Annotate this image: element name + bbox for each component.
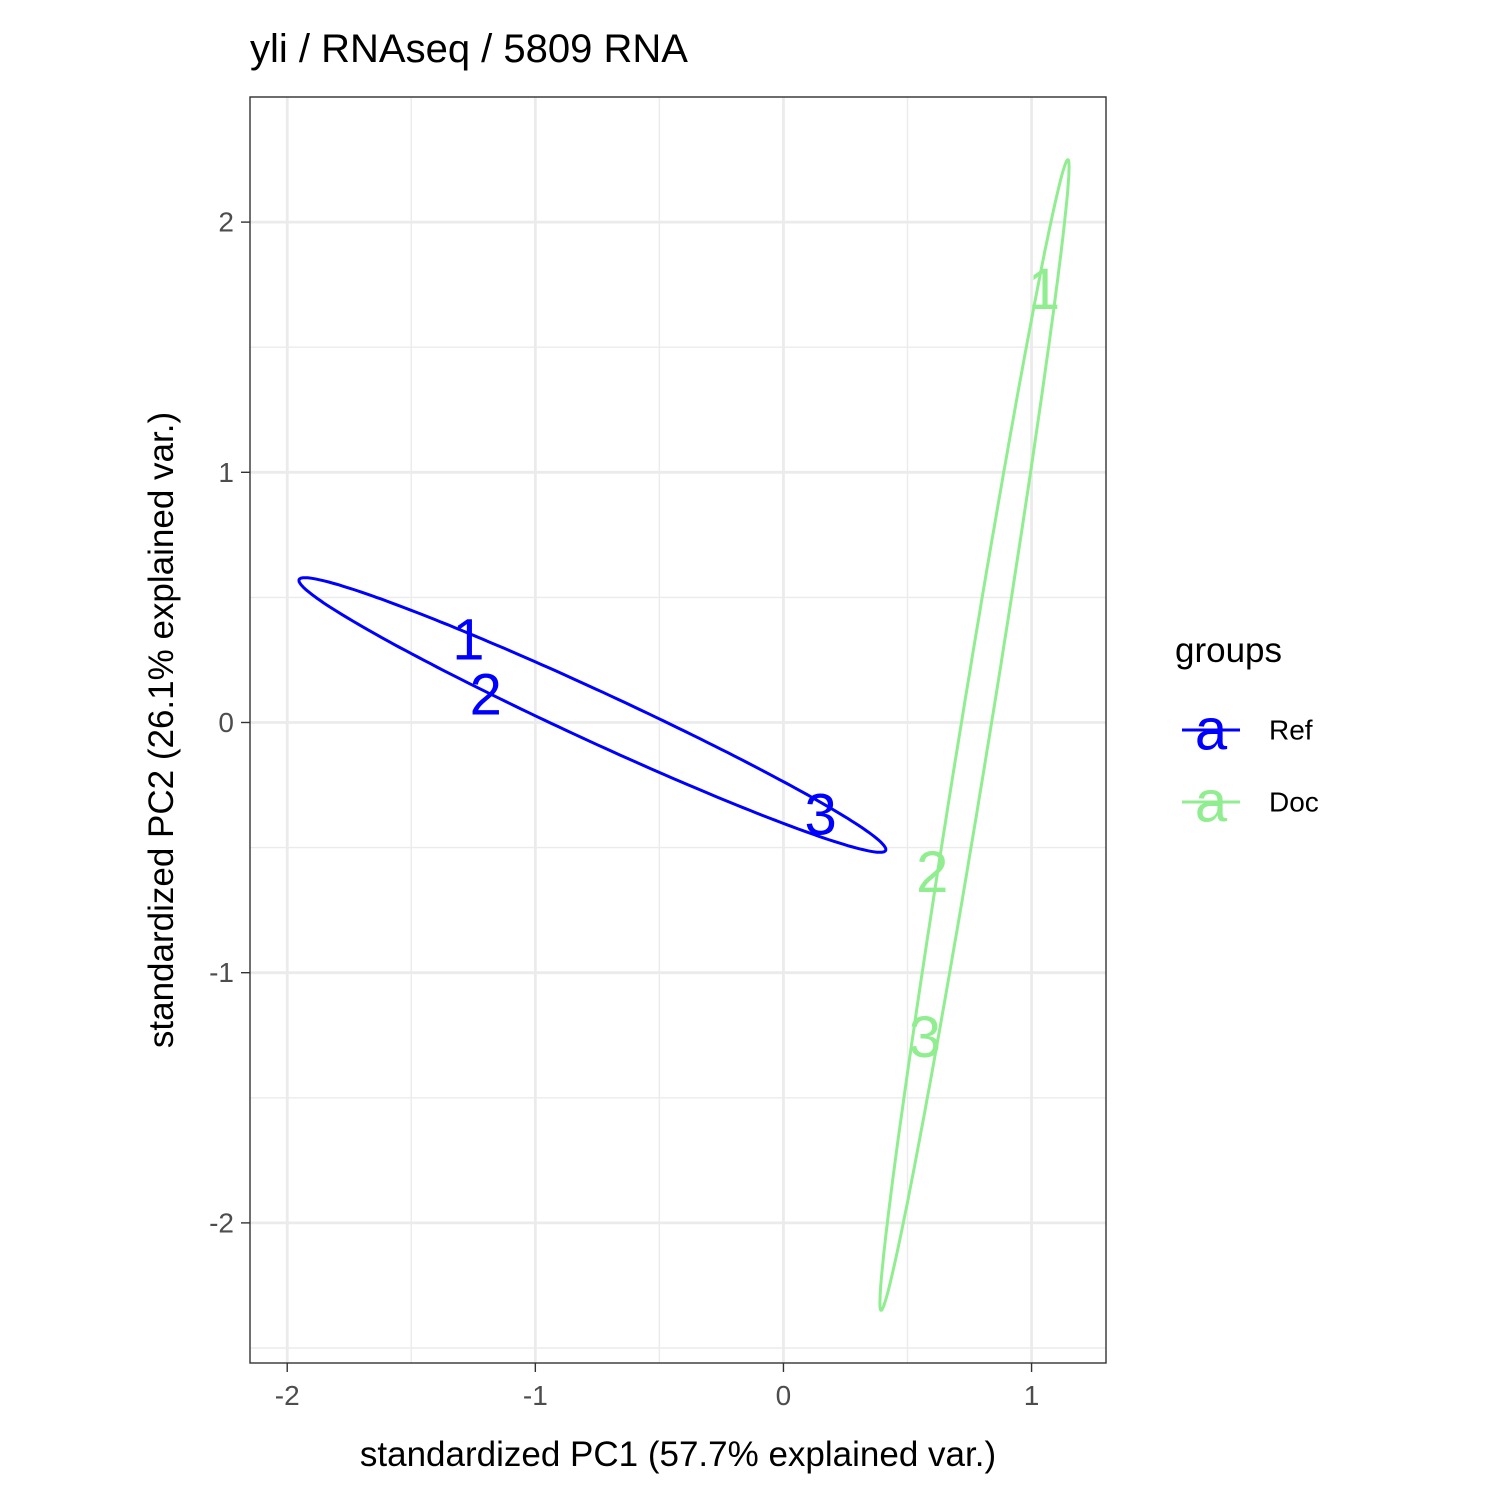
ellipse-layer bbox=[297, 158, 1071, 1312]
legend-key-doc: a Doc bbox=[1182, 770, 1319, 835]
point-label-doc-1: 1 bbox=[1028, 257, 1060, 322]
y-tick-label: 1 bbox=[218, 457, 234, 488]
y-tick-label: 0 bbox=[218, 707, 234, 738]
ellipse-ref bbox=[297, 576, 888, 854]
point-label-ref-1: 1 bbox=[452, 607, 484, 672]
legend-key-ref: a Ref bbox=[1182, 698, 1313, 763]
y-axis-title: standardized PC2 (26.1% explained var.) bbox=[142, 412, 181, 1048]
legend-label-ref: Ref bbox=[1269, 715, 1313, 746]
legend-glyph: a bbox=[1195, 698, 1228, 763]
ellipse-doc bbox=[878, 158, 1071, 1312]
x-tick-label: -1 bbox=[523, 1380, 548, 1411]
y-tick-label: 2 bbox=[218, 207, 234, 238]
panel-border bbox=[249, 96, 1107, 1364]
point-label-ref-3: 3 bbox=[805, 783, 837, 848]
x-tick-label: 0 bbox=[776, 1380, 792, 1411]
legend-glyph: a bbox=[1195, 770, 1228, 835]
legend-title: groups bbox=[1175, 631, 1282, 670]
point-label-doc-3: 3 bbox=[909, 1005, 941, 1070]
chart-title: yli / RNAseq / 5809 RNA bbox=[250, 27, 688, 71]
grid-layer bbox=[250, 96, 1106, 1363]
y-tick-label: -1 bbox=[209, 957, 234, 988]
legend-label-doc: Doc bbox=[1269, 787, 1319, 818]
x-axis-title: standardized PC1 (57.7% explained var.) bbox=[360, 1435, 996, 1474]
y-tick-label: -2 bbox=[209, 1207, 234, 1238]
legend: groups a Ref a Doc bbox=[1175, 631, 1319, 835]
x-tick-label: 1 bbox=[1024, 1380, 1040, 1411]
point-label-doc-2: 2 bbox=[916, 840, 948, 905]
x-tick-label: -2 bbox=[275, 1380, 300, 1411]
point-label-ref-2: 2 bbox=[470, 662, 502, 727]
